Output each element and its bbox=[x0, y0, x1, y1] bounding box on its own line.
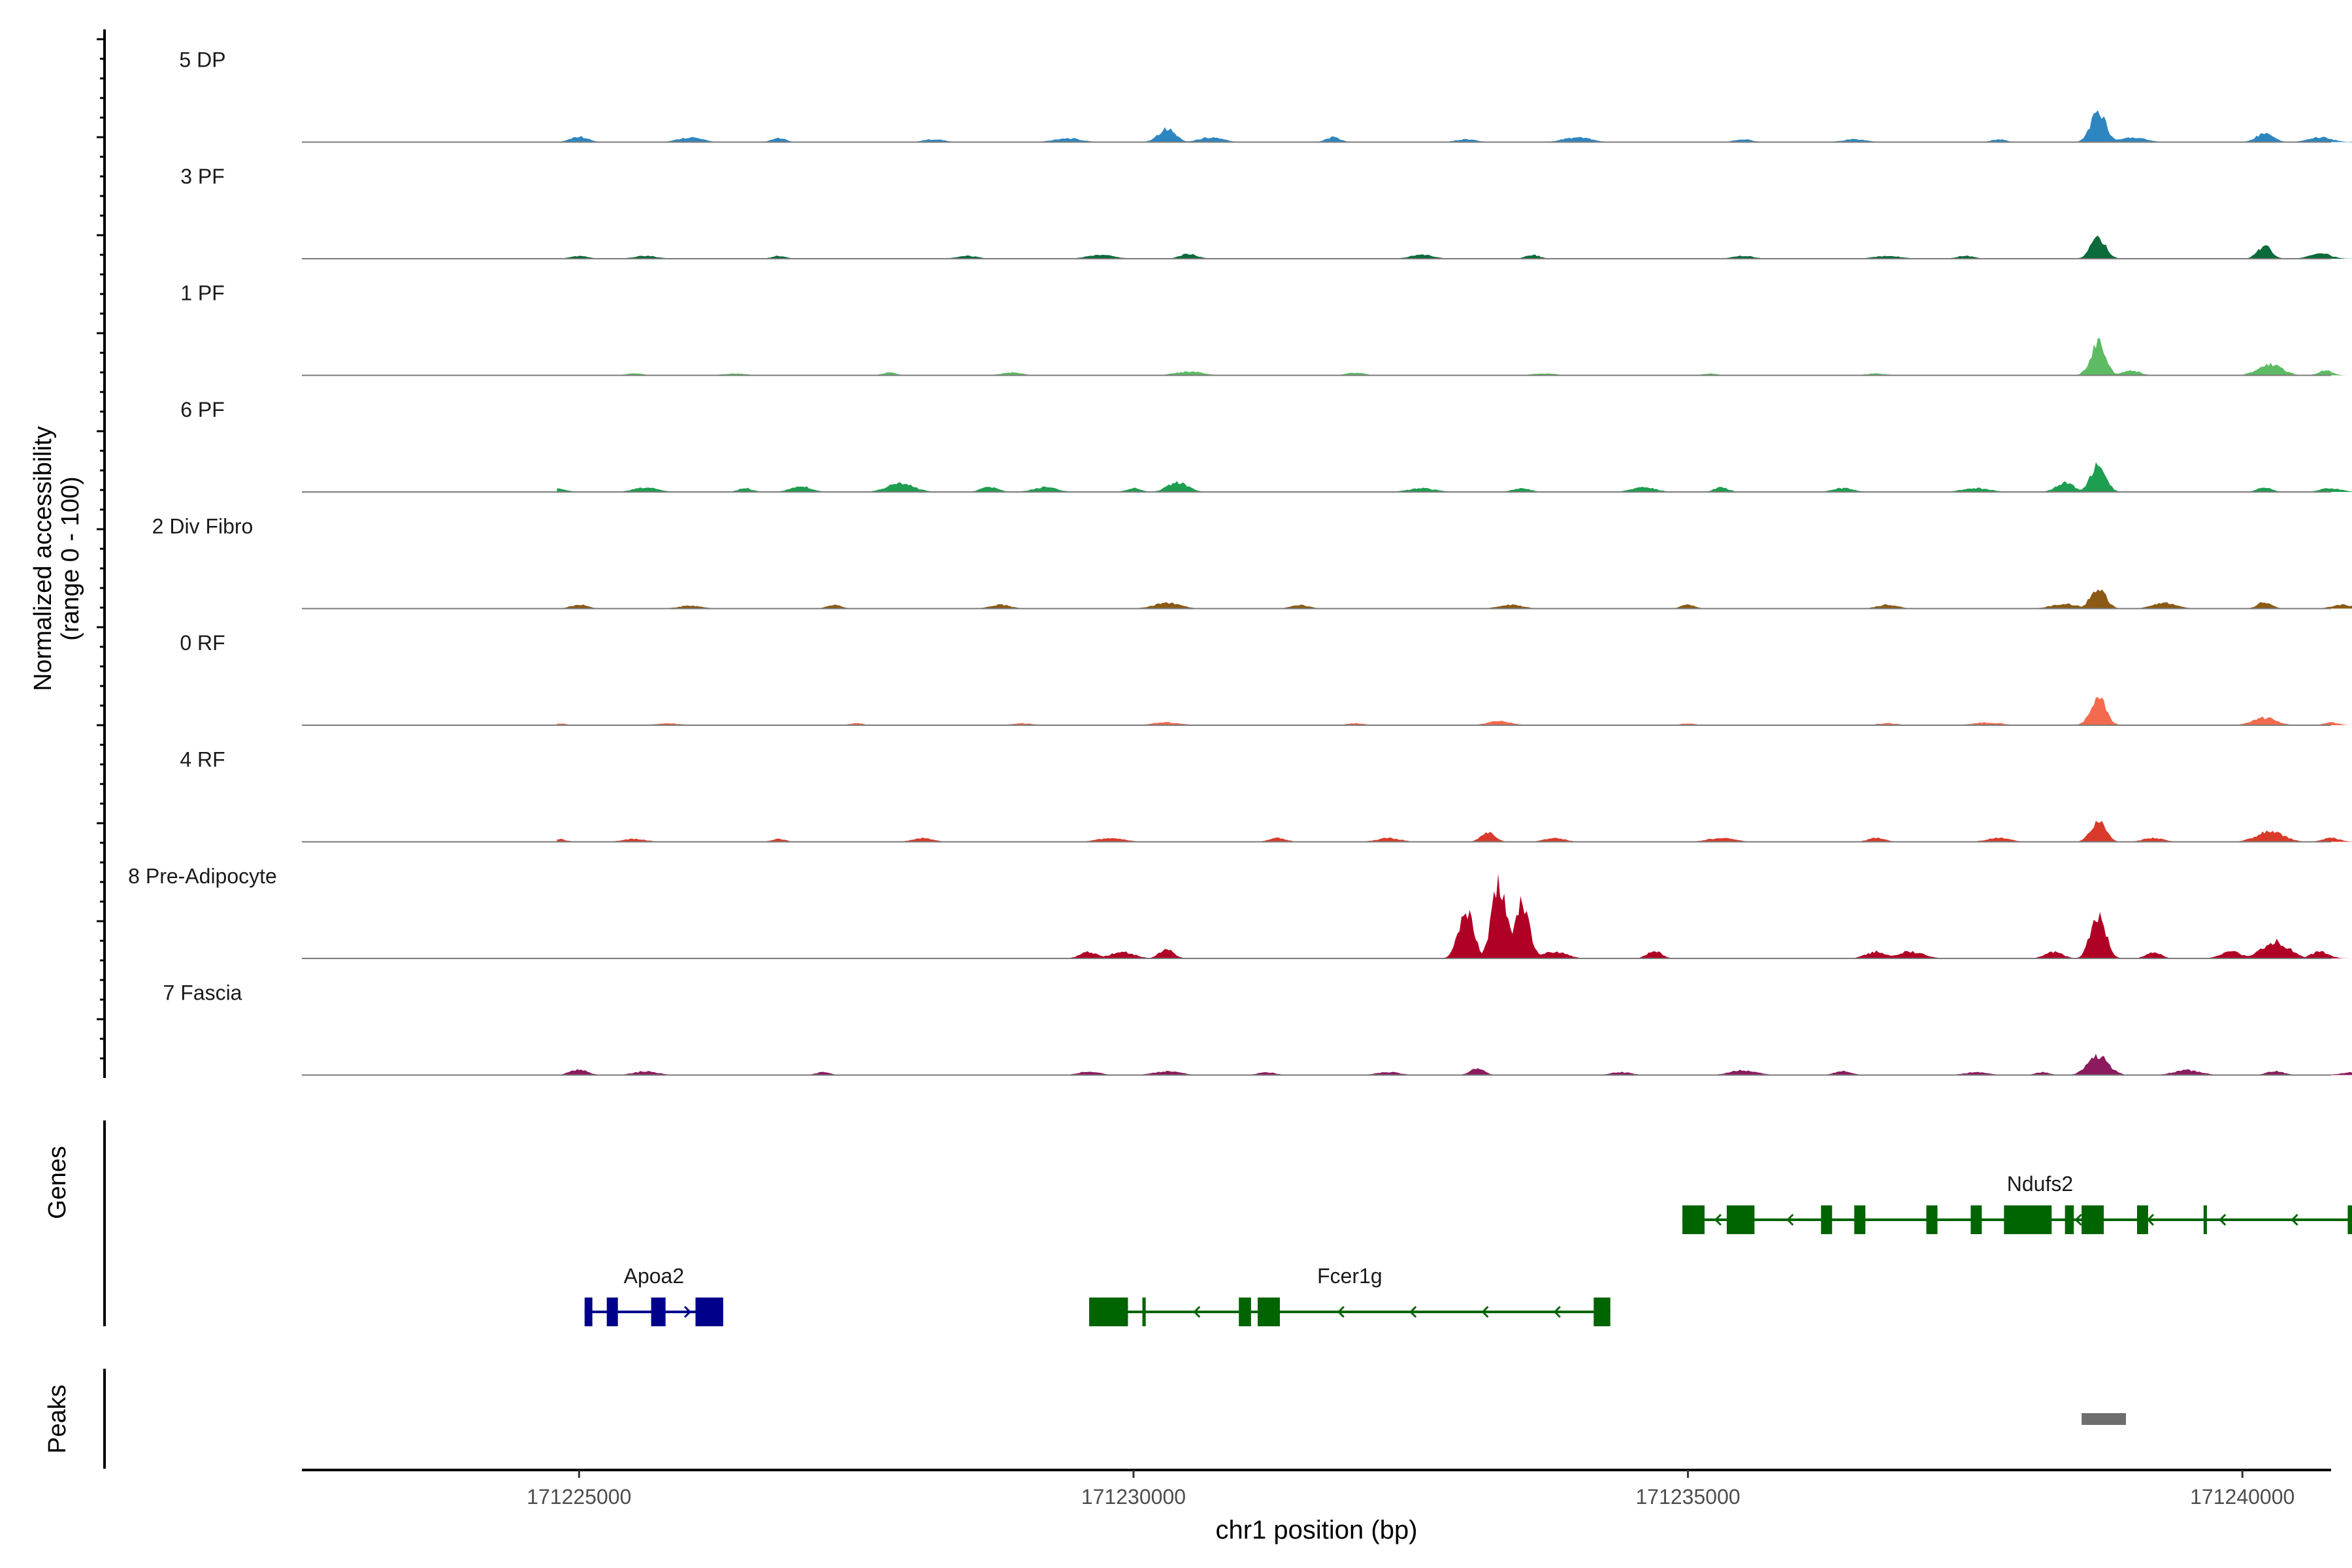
x-tick-label: 171225000 bbox=[527, 1485, 631, 1509]
gene-exon bbox=[2065, 1205, 2074, 1234]
peak-region bbox=[2082, 1413, 2127, 1425]
gene-label: Fcer1g bbox=[1317, 1264, 1382, 1288]
track-8-pre-adipocyte: 8 Pre-Adipocyte bbox=[128, 864, 2352, 959]
track-1-pf: 1 PF bbox=[180, 282, 2352, 376]
gene-exon bbox=[2004, 1205, 2052, 1234]
strand-arrow bbox=[1481, 1305, 1489, 1318]
genes-track: Apoa2 Fcer1g Ndufs2 bbox=[584, 1172, 2352, 1326]
strand-arrow bbox=[2291, 1213, 2298, 1226]
strand-arrow bbox=[1409, 1305, 1417, 1318]
track-0-rf: 0 RF bbox=[180, 631, 2352, 726]
gene-apoa2: Apoa2 bbox=[584, 1264, 723, 1326]
gene-fcer1g: Fcer1g bbox=[1089, 1264, 1610, 1326]
track-label: 5 DP bbox=[179, 48, 225, 72]
track-7-fascia: 7 Fascia bbox=[163, 981, 2352, 1076]
gene-exon bbox=[695, 1298, 723, 1326]
track-2-div-fibro: 2 Div Fibro bbox=[152, 515, 2352, 610]
strand-arrow bbox=[1337, 1305, 1345, 1318]
gene-exon bbox=[2203, 1205, 2207, 1234]
gene-exon bbox=[1682, 1205, 1705, 1234]
strand-arrow bbox=[1193, 1305, 1201, 1318]
coverage-y-ticks bbox=[97, 38, 105, 1060]
gene-label: Apoa2 bbox=[624, 1264, 685, 1288]
strand-arrow bbox=[2074, 1213, 2082, 1226]
peaks-track bbox=[2082, 1413, 2127, 1425]
gene-exon bbox=[1926, 1205, 1938, 1234]
track-label: 1 PF bbox=[180, 282, 225, 305]
gene-exon bbox=[1854, 1205, 1866, 1234]
gene-exon bbox=[2347, 1205, 2352, 1234]
gene-exon bbox=[1239, 1298, 1251, 1326]
y-axis-subtitle: (range 0 - 100) bbox=[57, 476, 84, 640]
gene-exon bbox=[2136, 1205, 2148, 1234]
track-label: 7 Fascia bbox=[163, 981, 242, 1005]
gene-exon bbox=[2082, 1205, 2104, 1234]
gene-exon bbox=[1258, 1298, 1280, 1326]
track-label: 6 PF bbox=[180, 398, 225, 421]
coverage-area-2-div-fibro bbox=[557, 589, 2352, 609]
gene-exon bbox=[1970, 1205, 1982, 1234]
coverage-area-0-rf bbox=[557, 697, 2352, 725]
gene-exon bbox=[584, 1298, 593, 1326]
gene-ndufs2: Ndufs2 bbox=[1682, 1172, 2352, 1234]
coverage-area-3-pf bbox=[557, 235, 2352, 259]
gene-exon bbox=[1726, 1205, 1755, 1234]
x-axis-title: chr1 position (bp) bbox=[1215, 1516, 1417, 1544]
track-label: 2 Div Fibro bbox=[152, 515, 253, 538]
gene-label: Ndufs2 bbox=[2007, 1172, 2073, 1196]
x-tick-label: 171235000 bbox=[1635, 1485, 1740, 1509]
track-3-pf: 3 PF bbox=[180, 165, 2352, 259]
track-4-rf: 4 RF bbox=[180, 748, 2352, 843]
coverage-area-4-rf bbox=[557, 821, 2352, 842]
gene-exon bbox=[1593, 1298, 1610, 1326]
track-5-dp: 5 DP bbox=[179, 48, 2352, 143]
strand-arrow bbox=[2219, 1213, 2227, 1226]
track-label: 8 Pre-Adipocyte bbox=[128, 864, 277, 888]
gene-exon bbox=[651, 1298, 666, 1326]
track-6-pf: 6 PF bbox=[180, 398, 2352, 493]
coverage-area-6-pf bbox=[557, 462, 2352, 492]
strand-arrow bbox=[1553, 1305, 1561, 1318]
strand-arrow bbox=[683, 1305, 692, 1318]
x-axis-ticks: 171225000 171230000 171235000 171240000 bbox=[527, 1470, 2295, 1509]
coverage-area-8-pre-adipocyte bbox=[557, 874, 2352, 958]
gene-exon bbox=[606, 1298, 618, 1326]
peaks-axis-title: Peaks bbox=[44, 1384, 71, 1454]
gene-exon bbox=[1142, 1298, 1146, 1326]
strand-arrow bbox=[2146, 1213, 2155, 1226]
coverage-area-7-fascia bbox=[557, 1053, 2352, 1075]
gene-exon bbox=[1821, 1205, 1833, 1234]
coverage-area-1-pf bbox=[557, 338, 2352, 376]
strand-arrow bbox=[1714, 1213, 1722, 1226]
y-axis-title: Normalized accessibility bbox=[29, 426, 57, 691]
coverage-area-5-dp bbox=[557, 110, 2352, 142]
gene-exon bbox=[1089, 1298, 1128, 1326]
x-tick-label: 171240000 bbox=[2190, 1485, 2295, 1509]
coverage-tracks: 5 DP 3 PF 1 PF 6 PF 2 Div Fibro 0 RF 4 RF 8 Pre… bbox=[128, 48, 2352, 1076]
x-tick-label: 171230000 bbox=[1081, 1485, 1186, 1509]
genes-axis-title: Genes bbox=[44, 1146, 71, 1219]
track-label: 3 PF bbox=[180, 165, 225, 188]
track-label: 0 RF bbox=[180, 631, 225, 655]
strand-arrow bbox=[1786, 1213, 1794, 1226]
track-label: 4 RF bbox=[180, 748, 225, 772]
